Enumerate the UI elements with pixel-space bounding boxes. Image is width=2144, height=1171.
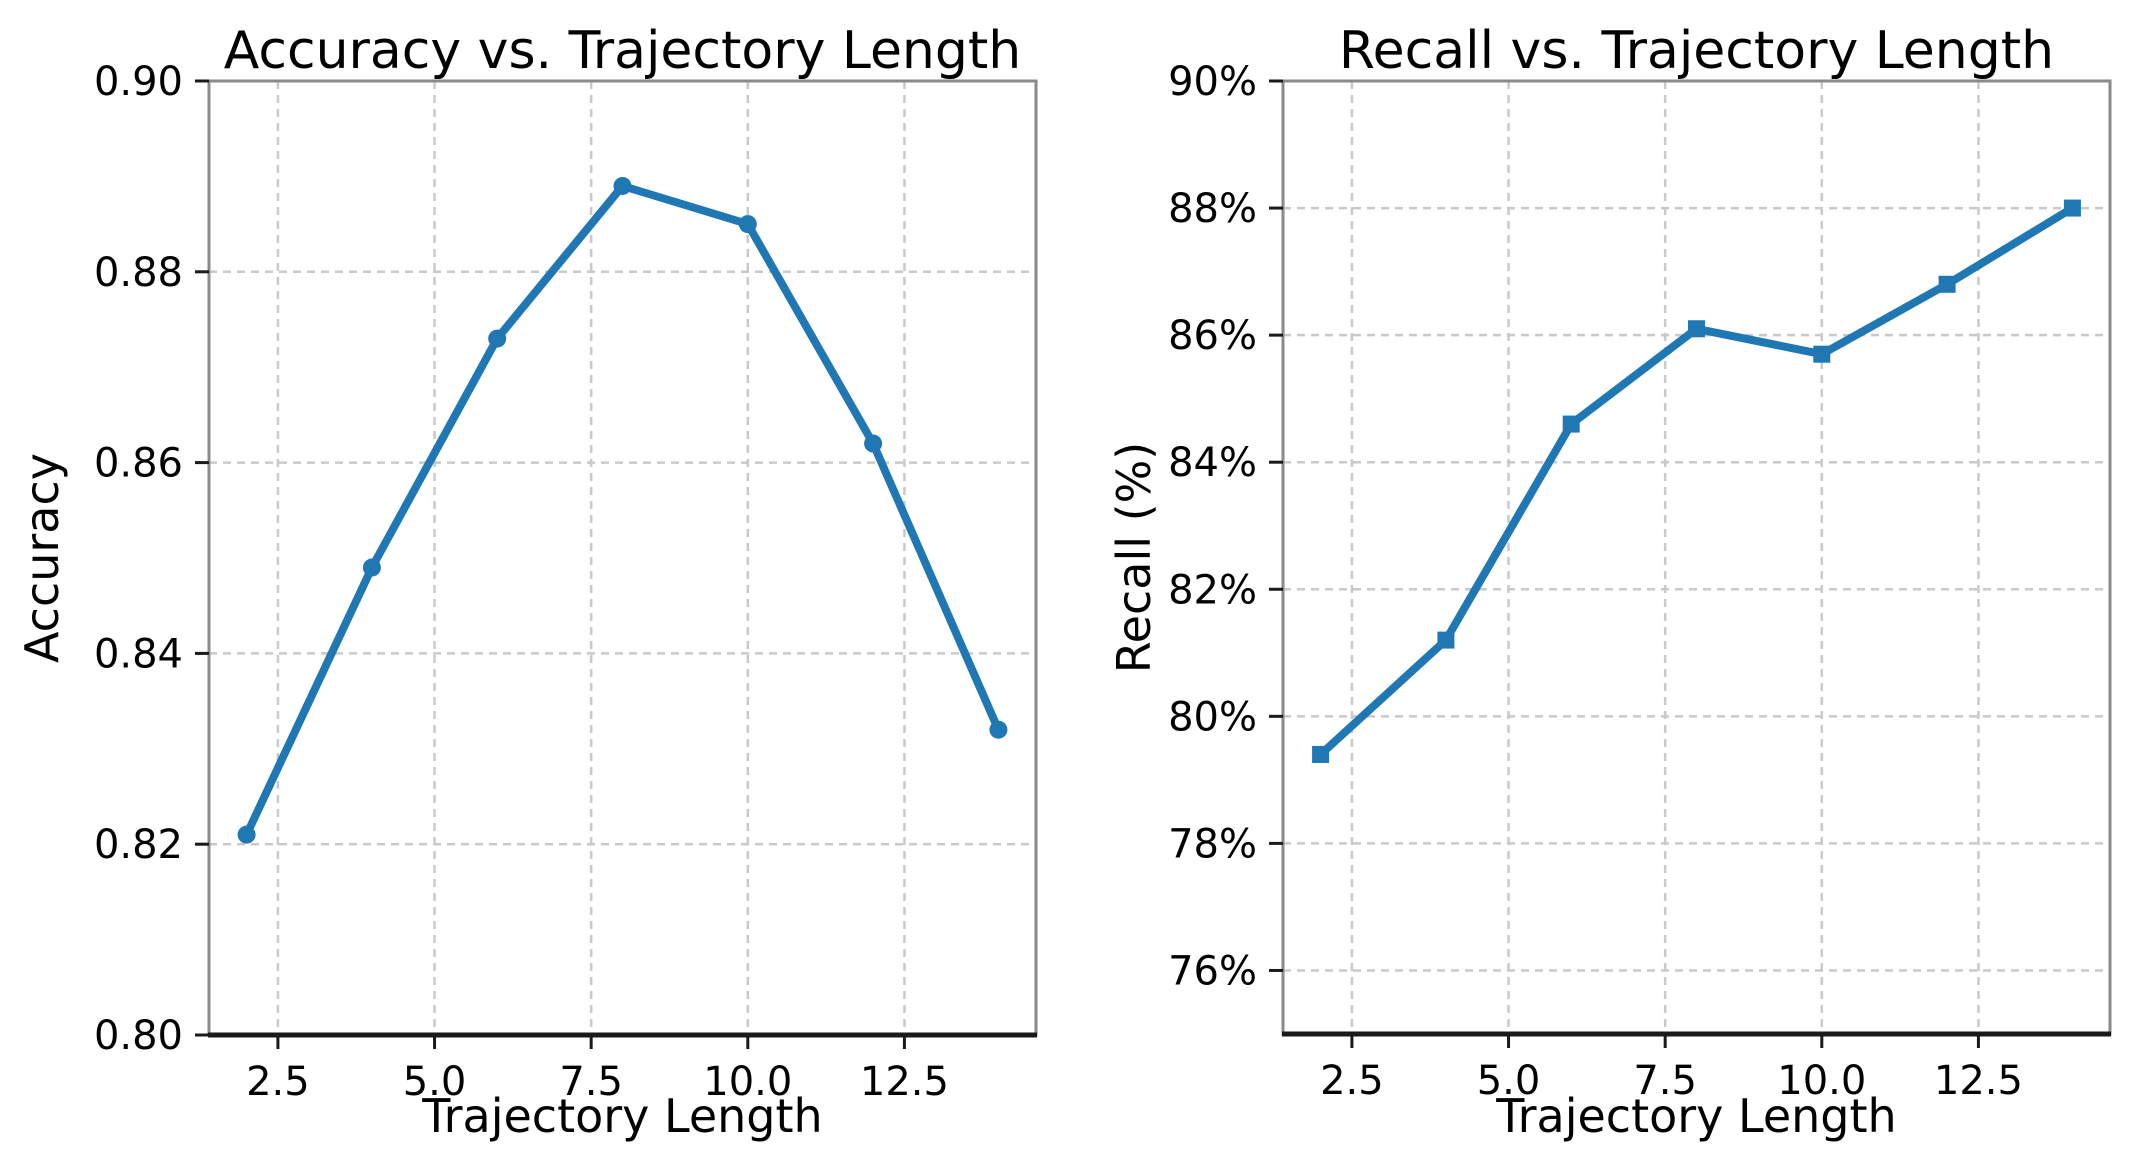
- y-tick-label: 88%: [1168, 186, 1257, 232]
- y-axis-label: Accuracy: [15, 453, 69, 663]
- plot-frame: [207, 79, 1038, 1037]
- y-tick-label: 0.80: [94, 1013, 183, 1059]
- data-point-marker: [1688, 320, 1705, 338]
- x-tick-label: 7.5: [559, 1059, 623, 1105]
- data-point-marker: [1938, 275, 1956, 293]
- data-point-marker: [613, 176, 632, 195]
- x-tick-label: 12.5: [860, 1059, 949, 1105]
- x-tick-label: 7.5: [1633, 1058, 1697, 1104]
- y-tick-label: 90%: [1168, 59, 1257, 105]
- y-tick-label: 0.86: [94, 441, 183, 487]
- y-tick-label: 0.90: [94, 59, 183, 105]
- x-axis-label: Trajectory Length: [1495, 1089, 1896, 1143]
- data-point-marker: [738, 215, 757, 234]
- y-tick-label: 0.84: [94, 631, 183, 677]
- data-point-marker: [488, 329, 507, 348]
- y-tick-label: 86%: [1168, 313, 1257, 359]
- x-tick-label: 10.0: [703, 1059, 792, 1105]
- y-tick-label: 78%: [1168, 821, 1257, 867]
- y-tick-label: 80%: [1168, 694, 1257, 740]
- x-tick-label: 2.5: [1320, 1058, 1384, 1104]
- recall-subplot: 2.5 5.0 7.5 10.0 12.5 76% 78% 80% 82% 84% 86% 88% 90…: [1107, 21, 2112, 1143]
- plot-frame: [1281, 79, 2112, 1036]
- data-point-marker: [989, 720, 1008, 739]
- y-tick-label: 0.88: [94, 250, 183, 296]
- y-tick-label: 84%: [1168, 440, 1257, 486]
- x-axis-label: Trajectory Length: [421, 1089, 822, 1143]
- data-point-marker: [2063, 199, 2081, 217]
- accuracy-subplot: 2.5 5.0 7.5 10.0 12.5 0.80 0.82 0.84 0.86 0.88 0.9…: [15, 21, 1038, 1143]
- chart-title: Accuracy vs. Trajectory Length: [224, 21, 1022, 81]
- data-point-marker: [1562, 415, 1580, 433]
- y-tick-label: 76%: [1168, 948, 1257, 994]
- data-point-marker: [237, 825, 256, 844]
- x-tick-label: 2.5: [246, 1059, 310, 1105]
- x-tick-label: 10.0: [1777, 1058, 1866, 1104]
- x-tick-label: 5.0: [403, 1059, 467, 1105]
- y-tick-label: 82%: [1168, 567, 1257, 613]
- data-point-marker: [1312, 745, 1330, 763]
- x-tick-label: 5.0: [1477, 1058, 1541, 1104]
- data-point-marker: [362, 558, 381, 577]
- y-axis-label: Recall (%): [1107, 442, 1161, 673]
- data-point-marker: [864, 434, 883, 453]
- chart-title: Recall vs. Trajectory Length: [1339, 21, 2054, 81]
- data-point-marker: [1813, 345, 1831, 363]
- x-tick-label: 12.5: [1934, 1058, 2023, 1104]
- recall-line-series: [1316, 204, 2077, 759]
- accuracy-line-series: [242, 181, 1003, 839]
- data-point-marker: [1437, 631, 1455, 649]
- y-tick-label: 0.82: [94, 822, 183, 868]
